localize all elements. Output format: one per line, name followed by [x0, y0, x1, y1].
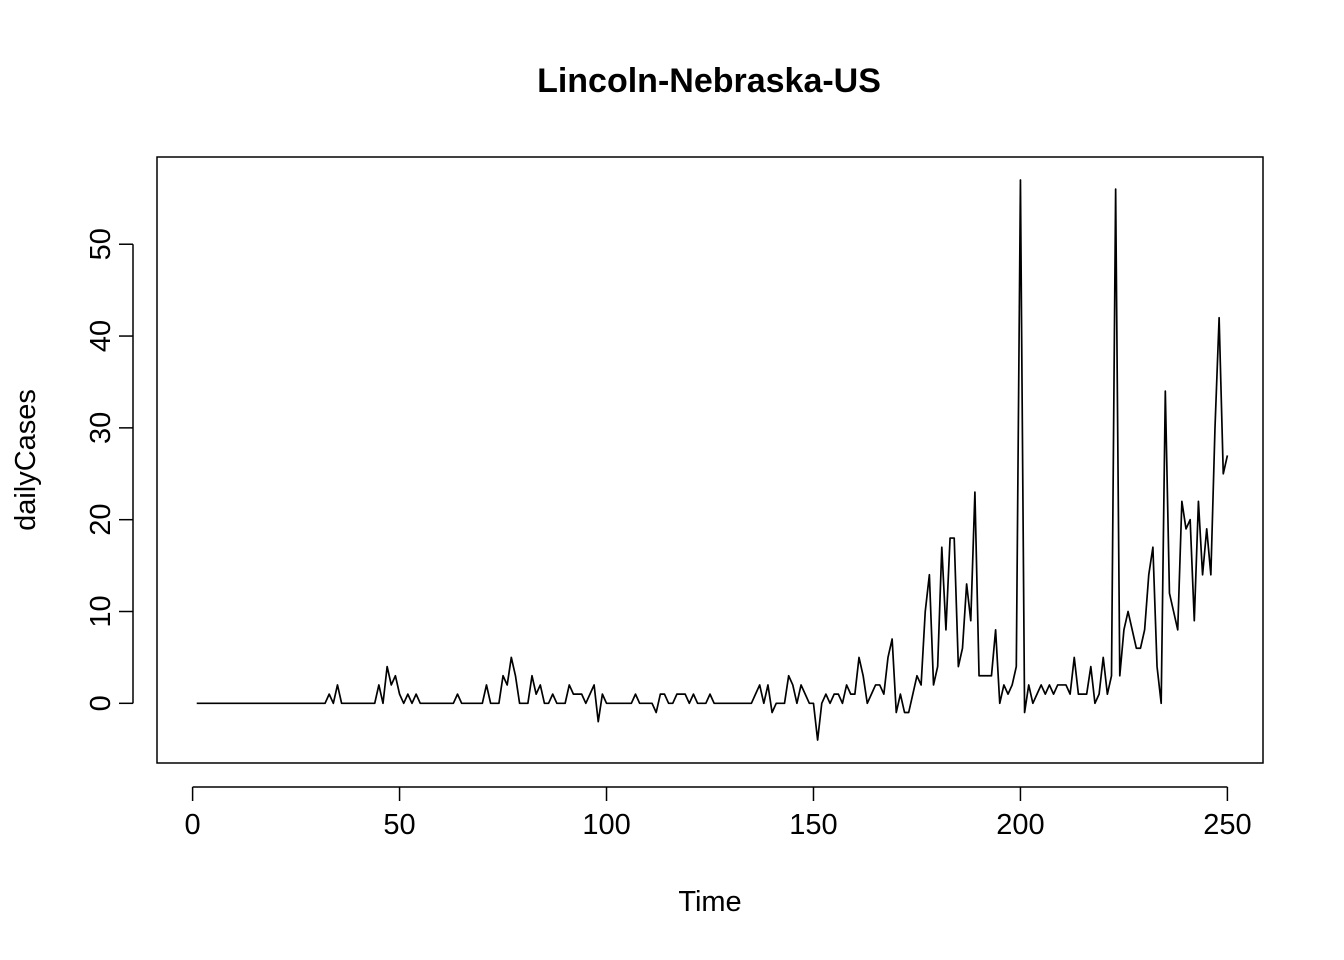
- y-tick-label: 10: [85, 595, 117, 627]
- y-tick-label: 50: [85, 228, 117, 260]
- y-tick-label: 20: [85, 504, 117, 536]
- x-tick-label: 250: [1203, 809, 1251, 841]
- series-layer: [196, 179, 1229, 741]
- x-tick-label: 0: [185, 809, 201, 841]
- x-tick-label: 50: [383, 809, 415, 841]
- x-axis: 0 50 100 150 200 250: [185, 786, 1252, 841]
- x-tick-label: 200: [996, 809, 1044, 841]
- y-tick-label: 0: [85, 695, 117, 711]
- y-tick-label: 30: [85, 412, 117, 444]
- x-axis-label: Time: [678, 886, 741, 918]
- series-line: [196, 179, 1229, 741]
- x-tick-label: 100: [582, 809, 630, 841]
- y-tick-label: 40: [85, 320, 117, 352]
- y-axis: 0 10 20 30 40 50: [85, 228, 134, 711]
- y-axis-label: dailyCases: [10, 389, 42, 531]
- x-tick-label: 150: [789, 809, 837, 841]
- plot-frame: [156, 156, 1264, 764]
- chart-title: Lincoln-Nebraska-US: [537, 62, 881, 100]
